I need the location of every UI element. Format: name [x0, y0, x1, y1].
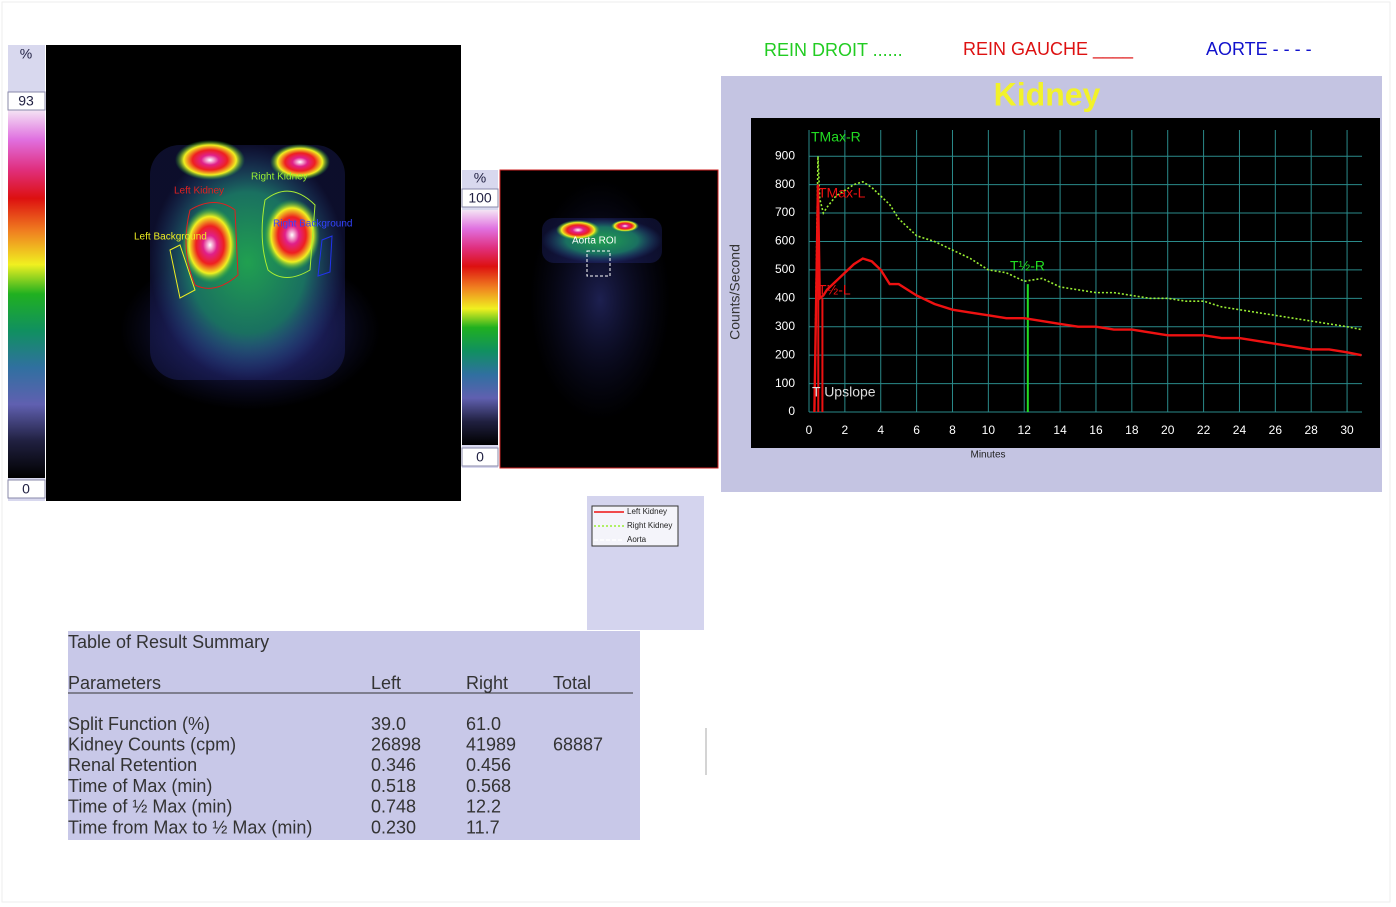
scan-blob [264, 199, 320, 271]
scan-blob [556, 220, 600, 240]
y-tick-label: 300 [775, 319, 795, 333]
table-cell: 11.7 [466, 817, 500, 837]
table-header: Right [466, 673, 508, 693]
scale-box [7, 91, 46, 111]
x-tick-label: 20 [1161, 423, 1175, 437]
roi-outline [169, 244, 196, 299]
scale-max: 93 [18, 93, 34, 109]
x-tick-label: 18 [1125, 423, 1139, 437]
header-label: REIN DROIT ...... [764, 40, 903, 60]
scale-box [7, 479, 46, 499]
table-cell: 12.2 [466, 797, 501, 817]
scan-blob [611, 220, 639, 232]
table-cell: 41989 [466, 734, 516, 754]
y-tick-label: 400 [775, 290, 795, 304]
annotation: T½-L [818, 282, 851, 298]
table-header: Left [371, 673, 401, 693]
scan-blob [530, 180, 670, 420]
scan-blob [182, 207, 238, 283]
table-cell: 61.0 [466, 714, 501, 734]
scan-blob [150, 145, 345, 380]
roi-outline [185, 202, 239, 289]
y-tick-label: 200 [775, 347, 795, 361]
x-axis-label: Minutes [970, 450, 1005, 461]
y-tick-label: 700 [775, 205, 795, 219]
annotation: T Upslope [812, 384, 876, 400]
table-header: Parameters [68, 673, 161, 693]
x-tick-label: 6 [913, 423, 920, 437]
scale-box [461, 188, 499, 208]
table-cell: Time of Max (min) [68, 776, 212, 796]
table-cell: 26898 [371, 734, 421, 754]
y-tick-label: 0 [788, 404, 795, 418]
y-tick-label: 900 [775, 148, 795, 162]
scale-box [461, 447, 499, 467]
x-tick-label: 0 [806, 423, 813, 437]
header-label: REIN GAUCHE ____ [963, 39, 1134, 60]
y-tick-label: 800 [775, 177, 795, 191]
series-line [813, 156, 1362, 413]
roi-outline [261, 190, 316, 278]
scale-min: 0 [22, 481, 30, 497]
scale-min: 0 [476, 449, 484, 465]
scale-gradient [462, 210, 498, 445]
x-tick-label: 26 [1269, 423, 1283, 437]
y-tick-label: 600 [775, 234, 795, 248]
table-cell: 0.230 [371, 817, 416, 837]
table-cell: 0.748 [371, 797, 416, 817]
roi-label: Right Background [273, 219, 353, 230]
roi-outline [317, 235, 333, 277]
table-cell: 39.0 [371, 714, 406, 734]
x-tick-label: 22 [1197, 423, 1211, 437]
annotation: T½-R [1010, 258, 1045, 274]
legend-label: Left Kidney [627, 507, 667, 516]
annotation: TMax-R [811, 129, 861, 145]
table-title: Table of Result Summary [68, 632, 269, 652]
x-tick-label: 30 [1340, 423, 1354, 437]
table-cell: Kidney Counts (cpm) [68, 734, 236, 754]
scale-unit: % [474, 170, 486, 186]
scale-gradient [8, 110, 45, 478]
table-header: Total [553, 673, 591, 693]
x-tick-label: 28 [1305, 423, 1319, 437]
scale-max: 100 [468, 190, 492, 206]
table-cell: 0.346 [371, 755, 416, 775]
table-cell: 0.568 [466, 776, 511, 796]
x-tick-label: 24 [1233, 423, 1247, 437]
x-tick-label: 2 [842, 423, 849, 437]
legend-label: Aorta [627, 535, 647, 544]
roi-label: Aorta ROI [572, 236, 616, 247]
table-cell: 0.456 [466, 755, 511, 775]
table-cell: Time from Max to ½ Max (min) [68, 817, 312, 837]
x-tick-label: 16 [1089, 423, 1103, 437]
y-tick-label: 100 [775, 376, 795, 390]
header-label: AORTE - - - - [1206, 39, 1312, 59]
roi-label: Left Background [134, 232, 207, 243]
annotation: TMax-L [818, 185, 866, 201]
scale-unit: % [20, 46, 32, 62]
table-cell: 0.518 [371, 776, 416, 796]
x-tick-label: 14 [1053, 423, 1067, 437]
legend-label: Right Kidney [627, 521, 672, 530]
roi-label: Right Kidney [251, 172, 308, 183]
x-tick-label: 8 [949, 423, 956, 437]
x-tick-label: 4 [877, 423, 884, 437]
x-tick-label: 12 [1018, 423, 1032, 437]
scan-blob [270, 144, 330, 180]
table-cell: 68887 [553, 734, 603, 754]
table-panel [68, 631, 640, 840]
y-axis-label: Counts/Second [727, 244, 743, 340]
roi-label: Left Kidney [174, 186, 224, 197]
table-cell: Split Function (%) [68, 714, 210, 734]
chart-title: Kidney [994, 76, 1101, 112]
table-cell: Time of ½ Max (min) [68, 797, 232, 817]
table-cell: Renal Retention [68, 755, 197, 775]
scan-blob [175, 140, 245, 180]
x-tick-label: 10 [982, 423, 996, 437]
y-tick-label: 500 [775, 262, 795, 276]
series-line [813, 184, 1362, 413]
roi-outline [586, 250, 611, 277]
